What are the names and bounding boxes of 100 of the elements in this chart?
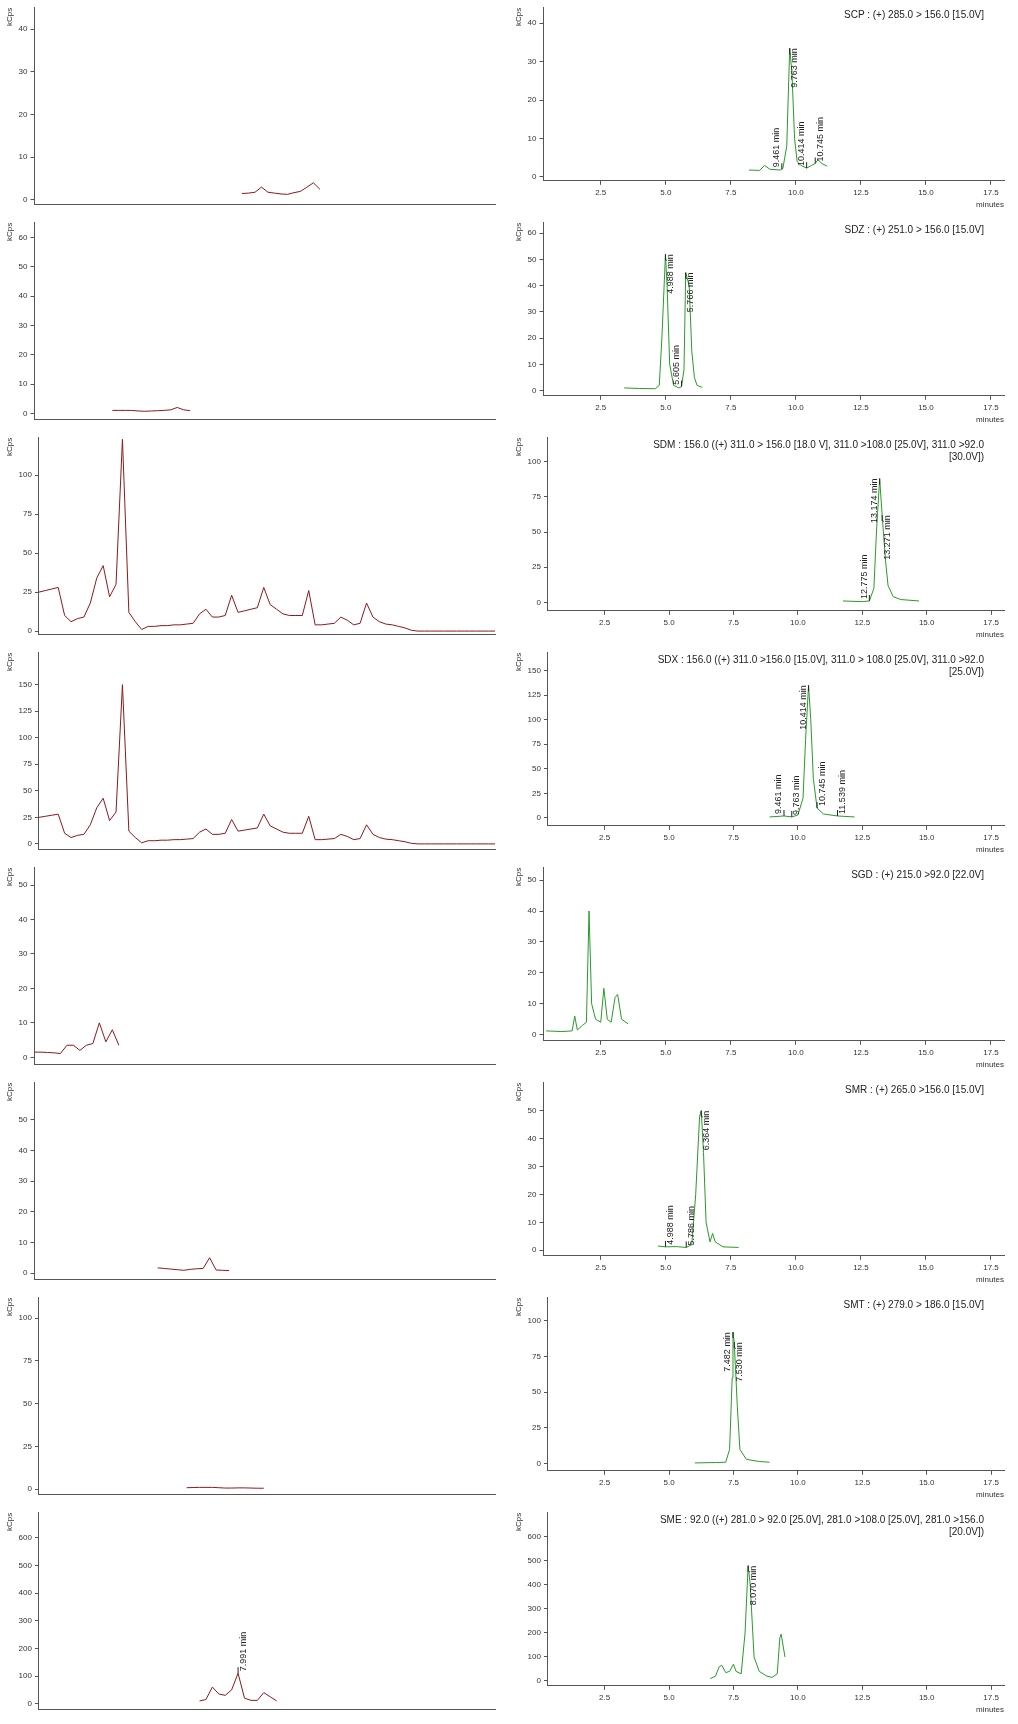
- y-tick-label: 10: [527, 359, 538, 369]
- x-tick-label: 17.5: [983, 617, 1000, 627]
- y-tick-label: 0: [532, 172, 538, 182]
- y-tick-label: 50: [532, 527, 542, 537]
- annotation: 4.988 min: [664, 1205, 675, 1245]
- annotation: 7.991 min: [237, 1631, 248, 1672]
- y-axis-title: kCps: [5, 1512, 14, 1532]
- y-tick-label: 75: [532, 739, 542, 749]
- y-tick-label: 100: [527, 1315, 542, 1325]
- y-tick-label: 300: [18, 1615, 33, 1625]
- x-tick-label: 7.5: [725, 187, 737, 197]
- y-tick-label: 0: [23, 1052, 29, 1062]
- x-axis-title: minutes: [975, 1490, 1004, 1500]
- x-tick-label: 15.0: [918, 617, 936, 627]
- y-axis-title: kCps: [5, 1297, 14, 1317]
- y-tick-label: 20: [18, 109, 29, 119]
- x-tick-label: 10.0: [790, 832, 807, 842]
- y-tick-label: 100: [527, 1652, 542, 1662]
- y-tick-label: 40: [18, 291, 29, 301]
- y-tick-label: 10: [527, 1217, 538, 1227]
- annotation: 13.174 min: [869, 478, 880, 524]
- y-tick-label: 0: [532, 1245, 538, 1255]
- x-tick-label: 2.5: [599, 1692, 611, 1702]
- x-tick-label: 5.0: [660, 187, 672, 197]
- x-tick-label: 10.0: [788, 1262, 805, 1272]
- text: SDX : 156.0 ((+) 311.0 >156.0 [15.0V], 311.0 > 108.0 [25.0V], 311.0 >92.0 [25.0V]): [657, 653, 985, 677]
- x-tick-label: 5.0: [663, 832, 676, 842]
- y-tick-label: 50: [527, 875, 538, 885]
- y-tick-label: 20: [527, 968, 538, 978]
- y-tick-label: 50: [527, 254, 538, 264]
- x-tick-label: 10.0: [788, 402, 805, 412]
- y-axis-title: kCps: [514, 1082, 523, 1102]
- x-tick-label: 15.0: [918, 1047, 935, 1057]
- y-tick-label: 400: [527, 1580, 542, 1590]
- x-tick-label: 7.5: [727, 832, 740, 842]
- y-axis-title: kCps: [514, 437, 523, 457]
- text: SME : 92.0 ((+) 281.0 > 92.0 [25.0V], 281.0 >108.0 [25.0V], 281.0 >156.0 [20.0V]): [659, 1513, 985, 1537]
- y-axis-title: kCps: [5, 7, 14, 27]
- x-axis-title: minutes: [975, 1705, 1004, 1715]
- y-tick-label: 0: [536, 1676, 542, 1686]
- y-tick-label: 20: [18, 983, 29, 993]
- y-tick-label: 10: [18, 379, 29, 389]
- y-tick-label: 50: [23, 786, 33, 796]
- y-tick-label: 0: [536, 597, 542, 607]
- y-tick-label: 40: [18, 1145, 29, 1155]
- y-tick-label: 20: [527, 1189, 538, 1199]
- x-tick-label: 17.5: [983, 832, 1000, 842]
- x-tick-label: 10.0: [788, 187, 805, 197]
- y-tick-label: 50: [18, 261, 29, 271]
- x-tick-label: 2.5: [599, 832, 611, 842]
- y-tick-label: 30: [18, 949, 29, 959]
- y-tick-label: 60: [527, 228, 538, 238]
- y-axis-title: kCps: [5, 222, 14, 242]
- x-tick-label: 2.5: [599, 617, 611, 627]
- x-tick-label: 2.5: [599, 1477, 611, 1487]
- y-tick-label: 50: [18, 1114, 29, 1124]
- y-tick-label: 0: [532, 385, 538, 395]
- chart-title: SMT : (+) 279.0 > 186.0 [15.0V]: [843, 1298, 985, 1310]
- y-axis-title: kCps: [5, 867, 14, 887]
- x-tick-label: 15.0: [918, 1692, 936, 1702]
- annotation: 6.364 min: [700, 1110, 711, 1151]
- y-tick-label: 100: [18, 1313, 33, 1323]
- x-tick-label: 12.5: [854, 1692, 871, 1702]
- y-tick-label: 0: [536, 1458, 542, 1468]
- text: SDM : 156.0 ((+) 311.0 > 156.0 [18.0 V], 311.0 >108.0 [25.0V], 311.0 >92.0 [30.0V]): [653, 438, 985, 462]
- x-tick-label: 2.5: [595, 1047, 607, 1057]
- x-tick-label: 7.5: [727, 617, 740, 627]
- y-tick-label: 150: [18, 679, 33, 689]
- annotation: 10.414 min: [796, 121, 807, 167]
- y-tick-label: 30: [527, 1161, 538, 1171]
- y-tick-label: 100: [18, 732, 33, 742]
- x-tick-label: 10.0: [788, 1047, 805, 1057]
- x-tick-label: 5.0: [663, 1692, 676, 1702]
- y-tick-label: 30: [527, 937, 538, 947]
- x-tick-label: 5.0: [660, 402, 672, 412]
- x-axis-title: minutes: [975, 200, 1004, 210]
- annotation: 10.745 min: [814, 116, 825, 162]
- x-tick-label: 10.0: [790, 1692, 807, 1702]
- y-tick-label: 40: [527, 18, 538, 28]
- x-axis-title: minutes: [975, 630, 1004, 640]
- y-tick-label: 75: [532, 492, 542, 502]
- annotation: 9.763 min: [791, 775, 802, 815]
- y-tick-label: 600: [527, 1532, 542, 1542]
- y-tick-label: 400: [18, 1588, 33, 1598]
- annotation: 5.605 min: [671, 345, 681, 385]
- annotation: 13.271 min: [881, 515, 892, 560]
- y-tick-label: 100: [18, 470, 33, 480]
- x-tick-label: 12.5: [853, 1047, 870, 1057]
- x-tick-label: 12.5: [854, 1477, 871, 1487]
- y-tick-label: 10: [18, 152, 29, 162]
- y-tick-label: 10: [18, 1018, 29, 1028]
- annotation: 10.414 min: [798, 685, 809, 730]
- y-tick-label: 0: [27, 1484, 33, 1494]
- y-tick-label: 40: [18, 24, 29, 34]
- y-tick-label: 25: [532, 562, 542, 572]
- y-axis-title: kCps: [514, 222, 523, 242]
- y-tick-label: 75: [23, 1356, 33, 1366]
- y-tick-label: 40: [527, 280, 538, 290]
- x-axis-title: minutes: [975, 845, 1004, 855]
- annotation: 9.763 min: [789, 48, 800, 88]
